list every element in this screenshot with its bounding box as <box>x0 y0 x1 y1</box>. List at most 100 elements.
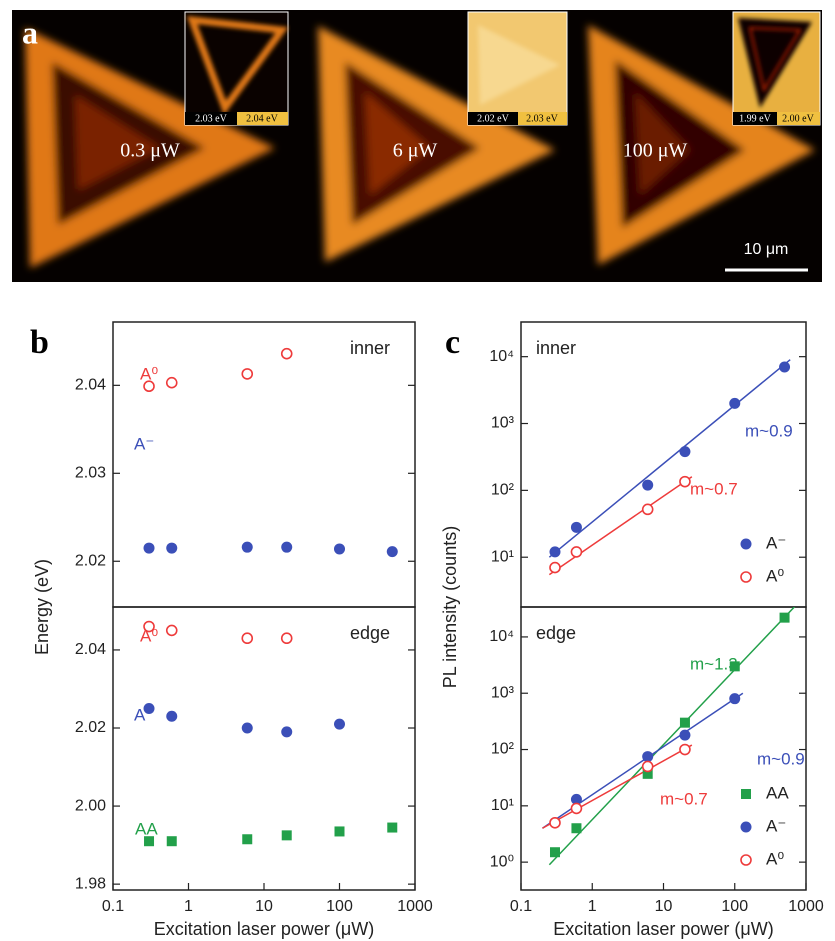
point <box>280 347 293 360</box>
annotation: m~0.7 <box>690 479 738 498</box>
subplot-title: inner <box>350 338 390 358</box>
annotation: A⁻ <box>134 434 154 453</box>
point <box>281 541 293 553</box>
point <box>779 361 791 373</box>
x-axis-label: Excitation laser power (μW) <box>154 919 374 939</box>
flake-3 <box>588 25 815 265</box>
legend-marker <box>740 821 752 833</box>
point <box>570 802 583 815</box>
point <box>281 726 293 738</box>
x-tick-label: 1000 <box>788 898 824 915</box>
y-axis-label: PL intensity (counts) <box>440 526 460 688</box>
point <box>642 479 654 491</box>
y-tick-label: 10⁴ <box>489 628 514 645</box>
point <box>334 826 345 837</box>
scale-bar-label: 10 μm <box>744 241 789 258</box>
point <box>143 380 155 393</box>
y-tick-label: 2.02 <box>75 719 106 736</box>
y-axis-label: Energy (eV) <box>32 559 52 655</box>
x-axis-label: Excitation laser power (μW) <box>553 919 773 939</box>
point <box>241 632 254 645</box>
point <box>241 368 254 380</box>
legend-label: AA <box>766 783 789 802</box>
point <box>570 521 582 533</box>
x-tick-label: 10 <box>655 898 673 915</box>
point <box>679 743 691 756</box>
x-tick-label: 1000 <box>397 898 433 915</box>
plot-frame <box>112 606 416 891</box>
plot: 1.98 2.00 2.02 2.04 0.1 1 10 100 1000 Excitation … <box>75 606 433 939</box>
point <box>166 836 177 847</box>
point <box>729 397 741 409</box>
plot-frame <box>112 321 416 608</box>
y-tick-label: 10³ <box>491 415 515 432</box>
annotation: m~0.9 <box>745 421 793 440</box>
flake-2 <box>318 26 555 262</box>
point <box>241 541 253 553</box>
annotation: m~0.9 <box>757 749 805 768</box>
y-tick-label: 1.98 <box>75 875 106 892</box>
point <box>165 624 178 637</box>
point <box>143 702 155 714</box>
plot: 10¹ 10² 10³ 10⁴ PL intensity (counts) c inner m… <box>440 321 807 688</box>
point <box>729 661 740 672</box>
point <box>387 822 398 833</box>
point <box>729 693 741 705</box>
point <box>549 816 561 829</box>
point <box>641 760 654 773</box>
x-tick-label: 1 <box>588 898 597 915</box>
point <box>571 823 582 834</box>
x-tick-label: 0.1 <box>510 898 532 915</box>
point <box>242 834 253 845</box>
x-tick-label: 100 <box>721 898 748 915</box>
y-tick-label: 2.04 <box>75 377 106 394</box>
point <box>166 542 178 554</box>
y-tick-label: 2.02 <box>75 552 106 569</box>
point <box>570 793 582 805</box>
subplot-title: edge <box>350 623 390 643</box>
point <box>143 542 155 554</box>
point <box>642 768 653 779</box>
x-tick-label: 0.1 <box>102 898 124 915</box>
inset-1 <box>184 11 289 126</box>
point <box>570 546 583 558</box>
legend-label: A⁻ <box>766 816 786 835</box>
fit-line <box>548 476 693 576</box>
y-tick-label: 10¹ <box>491 797 514 814</box>
annotation: m~0.7 <box>660 789 708 808</box>
power-label: 0.3 μW <box>120 140 180 162</box>
point <box>386 546 398 558</box>
point <box>641 503 654 516</box>
panel-letter: a <box>22 14 38 50</box>
plot: 10⁰ 10¹ 10² 10³ 10⁴ 0.1 1 10 100 1000 Excitation l… <box>489 606 824 939</box>
legend-label: A⁰ <box>766 566 784 585</box>
y-tick-label: 10³ <box>491 684 515 701</box>
legend-label: A⁰ <box>766 849 784 868</box>
scale-right-label: 2.04 eV <box>246 113 278 124</box>
subplot-title: inner <box>536 338 576 358</box>
x-tick-label: 1 <box>184 898 193 915</box>
scale-left-label: 2.03 eV <box>195 113 227 124</box>
scale-right-label: 2.00 eV <box>782 113 814 124</box>
point <box>549 561 561 574</box>
power-label: 100 μW <box>623 140 688 162</box>
legend-marker <box>740 854 752 866</box>
annotation: m~1.3 <box>690 654 738 673</box>
y-tick-label: 2.04 <box>75 641 106 658</box>
scale-left-label: 1.99 eV <box>739 113 771 124</box>
annotation: A⁻ <box>134 705 154 724</box>
legend-marker <box>740 538 752 550</box>
scale-left-label: 2.02 eV <box>477 113 509 124</box>
legend-label: A⁻ <box>766 533 786 552</box>
point <box>549 847 560 858</box>
fit-line <box>548 607 796 866</box>
panel-a: 10 μm a 0.3 μW 6 μW 100 μW 2.03 eV 2.04 … <box>12 10 822 282</box>
point <box>166 710 178 722</box>
x-tick-label: 10 <box>255 898 273 915</box>
inset-2 <box>467 11 568 126</box>
legend-marker <box>740 571 752 583</box>
annotation: A⁰ <box>140 364 158 383</box>
annotation: A⁰ <box>140 626 158 645</box>
x-tick-label: 100 <box>326 898 353 915</box>
